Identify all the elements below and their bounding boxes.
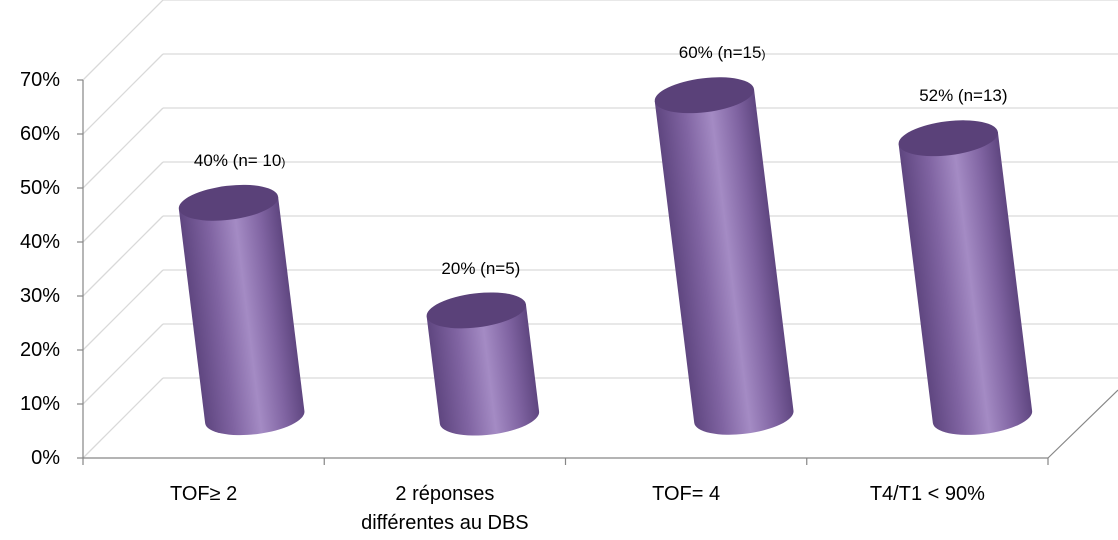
bar-top bbox=[178, 184, 279, 221]
gridline-side bbox=[82, 269, 164, 351]
y-tick-label: 0% bbox=[31, 447, 60, 469]
data-label: 20% (n=5) bbox=[441, 259, 520, 278]
floor-right-edge bbox=[1047, 389, 1118, 459]
y-tick-label: 10% bbox=[20, 393, 60, 415]
gridline-side bbox=[82, 107, 164, 189]
bar-body bbox=[178, 196, 305, 436]
bar-body bbox=[654, 89, 794, 435]
x-category-label: TOF= 4 bbox=[652, 483, 720, 505]
x-category-label: différentes au DBS bbox=[361, 512, 529, 534]
bar-cylinder bbox=[178, 184, 305, 436]
gridline-side bbox=[82, 323, 164, 405]
y-tick-label: 60% bbox=[20, 123, 60, 145]
bar-body bbox=[426, 304, 540, 436]
y-tick-label: 40% bbox=[20, 231, 60, 253]
gridline-side bbox=[82, 53, 164, 135]
x-category-label: T4/T1 < 90% bbox=[870, 483, 985, 505]
x-category-label: 2 réponses bbox=[395, 483, 494, 505]
y-tick-label: 70% bbox=[20, 69, 60, 91]
data-label: 40% (n= 10) bbox=[194, 151, 285, 170]
bar-top bbox=[426, 292, 526, 329]
bar-top bbox=[654, 77, 755, 114]
bar-cylinder bbox=[654, 77, 794, 435]
bar-top bbox=[898, 120, 998, 157]
y-tick-label: 20% bbox=[20, 339, 60, 361]
gridline-side bbox=[82, 377, 164, 459]
gridline-side bbox=[82, 161, 164, 243]
y-tick-label: 30% bbox=[20, 285, 60, 307]
gridline-side bbox=[82, 215, 164, 297]
data-label: 52% (n=13) bbox=[919, 86, 1007, 105]
x-category-label: TOF≥ 2 bbox=[170, 483, 237, 505]
bar-body bbox=[898, 132, 1033, 435]
bar-cylinder bbox=[898, 120, 1033, 435]
data-label: 60% (n=15) bbox=[679, 43, 766, 62]
gridline-side bbox=[82, 0, 164, 81]
y-tick-label: 50% bbox=[20, 177, 60, 199]
bar-cylinder bbox=[426, 292, 540, 436]
